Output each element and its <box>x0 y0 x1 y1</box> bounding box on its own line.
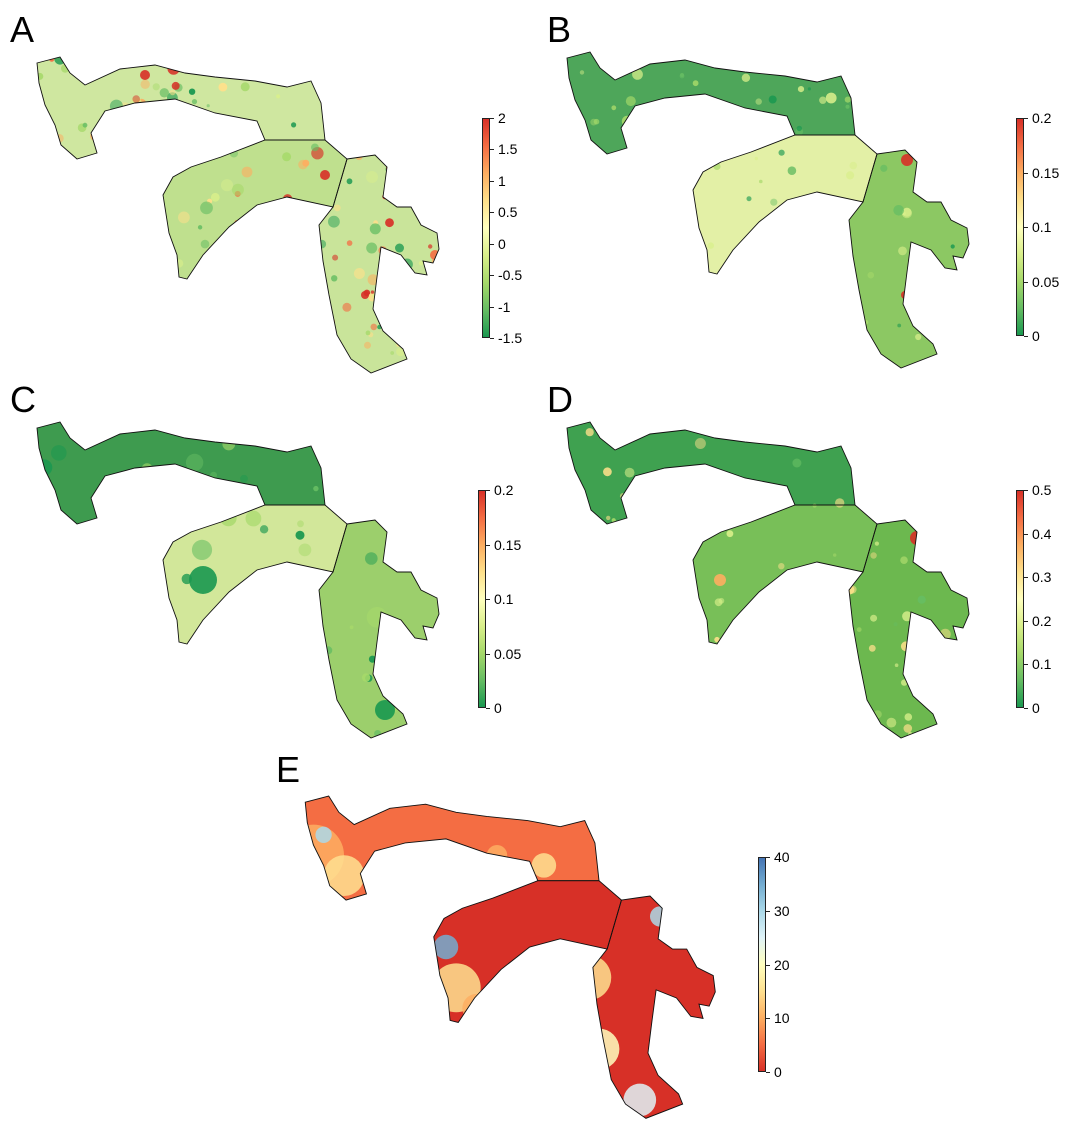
colorbar-tick-label: 30 <box>774 902 790 919</box>
colorbar-tick-mark <box>490 338 494 339</box>
colorbar-tick-mark <box>1024 172 1028 174</box>
map-panel-c <box>36 421 440 739</box>
colorbar-tick-mark <box>1024 490 1028 491</box>
colorbar-tick-label: 0.4 <box>1032 525 1052 542</box>
region-north <box>305 796 599 901</box>
colorbar-tick-mark <box>1024 664 1028 666</box>
colorbar-tick-label: 0.5 <box>498 204 518 221</box>
colorbar-tick-label: 10 <box>774 1010 790 1027</box>
region-north <box>37 422 325 524</box>
colorbar-tick-mark <box>1024 227 1028 228</box>
colorbar-tick-label: 0.05 <box>494 645 522 662</box>
panel-label-c: C <box>10 379 36 420</box>
colorbar-tick-label: -1 <box>498 298 511 315</box>
colorbar-tick-mark <box>490 118 494 119</box>
colorbar-tick-mark <box>1024 577 1028 579</box>
region-south-outline <box>592 895 716 1119</box>
colorbar-tick-mark <box>490 212 494 214</box>
colorbar-tick-mark <box>486 544 490 546</box>
colorbar-tick-label: 0 <box>494 700 502 716</box>
region-south <box>592 896 716 1119</box>
colorbar-tick-mark <box>1024 281 1028 283</box>
colorbar-tick-mark <box>1024 336 1028 337</box>
region-south-outline <box>318 519 440 739</box>
region-south-outline <box>318 154 440 374</box>
region-south-outline <box>848 149 970 369</box>
region-south <box>849 150 969 368</box>
colorbar-tick-label: 1.5 <box>498 141 518 158</box>
colorbar-tick-label: 0 <box>498 235 506 252</box>
colorbar-tick-label: -1.5 <box>498 330 523 346</box>
colorbar-tick-mark <box>766 1018 770 1020</box>
colorbar-tick-label: 0.5 <box>1032 482 1052 498</box>
colorbar-e <box>758 857 766 1072</box>
colorbar-tick-mark <box>766 857 770 858</box>
colorbar-tick-label: 1 <box>498 172 506 189</box>
colorbar-tick-mark <box>766 910 770 912</box>
region-north <box>567 422 855 524</box>
colorbar-tick-mark <box>490 149 494 151</box>
colorbar-tick-mark <box>486 653 490 655</box>
colorbar-tick-label: -0.5 <box>498 267 523 284</box>
colorbar-tick-label: 0.2 <box>1032 110 1052 126</box>
map-panel-d <box>566 421 970 739</box>
colorbar-tick-label: 40 <box>774 849 790 865</box>
colorbar-tick-mark <box>490 306 494 308</box>
colorbar-tick-mark <box>766 964 770 966</box>
colorbar-tick-mark <box>486 490 490 491</box>
map-geometry <box>36 56 440 374</box>
colorbar-tick-mark <box>1024 533 1028 535</box>
colorbar-tick-label: 0.15 <box>1032 164 1060 181</box>
colorbar-tick-mark <box>486 599 490 600</box>
region-north <box>37 57 325 159</box>
map-geometry <box>566 51 970 369</box>
region-central <box>693 135 877 274</box>
colorbar-tick-label: 0.2 <box>494 482 514 498</box>
colorbar-c <box>478 490 486 708</box>
map-panel-b <box>566 51 970 369</box>
colorbar-tick-label: 0.15 <box>494 536 522 553</box>
region-central <box>163 505 347 644</box>
colorbar-tick-label: 0 <box>774 1064 782 1080</box>
colorbar-tick-label: 20 <box>774 956 790 973</box>
region-south <box>319 520 439 738</box>
colorbar-tick-mark <box>490 180 494 182</box>
panel-label-d: D <box>547 379 573 420</box>
colorbar-tick-label: 2 <box>498 110 506 126</box>
colorbar-tick-mark <box>490 275 494 277</box>
region-south <box>849 520 969 738</box>
colorbar-tick-mark <box>1024 708 1028 709</box>
region-central <box>163 140 347 279</box>
colorbar-b <box>1016 118 1024 336</box>
map-geometry <box>36 421 440 739</box>
colorbar-a <box>482 118 490 338</box>
colorbar-tick-label: 0.1 <box>494 591 514 607</box>
colorbar-tick-mark <box>486 708 490 709</box>
region-central <box>693 505 877 644</box>
map-geometry <box>566 421 970 739</box>
region-south-outline <box>848 519 970 739</box>
colorbar-tick-label: 0 <box>1032 328 1040 344</box>
colorbar-tick-label: 0.2 <box>1032 612 1052 629</box>
colorbar-tick-label: 0 <box>1032 700 1040 716</box>
colorbar-tick-label: 0.1 <box>1032 219 1052 235</box>
map-geometry <box>304 795 716 1119</box>
map-panel-a <box>36 56 440 374</box>
colorbar-tick-mark <box>1024 620 1028 622</box>
region-south <box>319 155 439 373</box>
colorbar-tick-label: 0.1 <box>1032 656 1052 673</box>
colorbar-tick-label: 0.05 <box>1032 273 1060 290</box>
colorbar-d <box>1016 490 1024 708</box>
panel-label-a: A <box>10 9 35 50</box>
map-panel-e <box>304 795 716 1119</box>
colorbar-tick-mark <box>490 243 494 245</box>
colorbar-tick-mark <box>766 1072 770 1073</box>
region-central <box>433 880 622 1023</box>
colorbar-tick-label: 0.3 <box>1032 569 1052 586</box>
panel-label-b: B <box>547 9 572 50</box>
colorbar-tick-mark <box>1024 118 1028 119</box>
panel-label-e: E <box>276 749 301 790</box>
